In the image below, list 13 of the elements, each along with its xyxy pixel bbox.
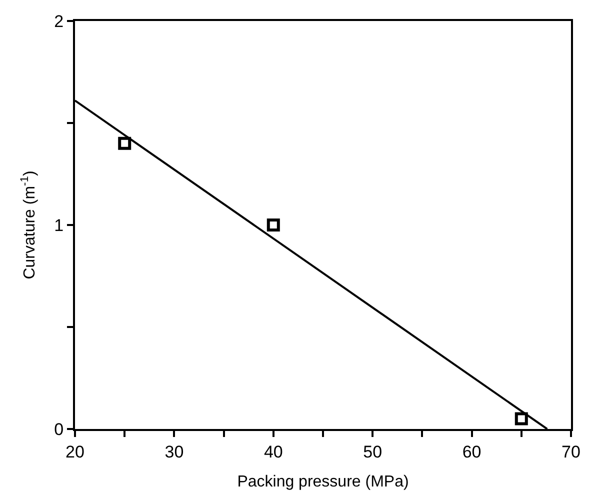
y-tick-label: 1 bbox=[54, 216, 64, 235]
x-tick-label: 30 bbox=[164, 442, 184, 462]
point bbox=[118, 136, 132, 150]
point bbox=[266, 218, 280, 232]
point bbox=[514, 412, 528, 426]
x-tick-label: 20 bbox=[66, 442, 84, 462]
x-tick-label: 40 bbox=[264, 442, 283, 462]
y-tick-label: 2 bbox=[54, 12, 64, 31]
x-axis-title: Packing pressure (MPa) bbox=[237, 474, 409, 491]
y-tick-label: 0 bbox=[54, 420, 64, 439]
x-tick-label: 50 bbox=[363, 442, 382, 462]
x-tick-label: 70 bbox=[562, 442, 580, 462]
x-tick-label: 60 bbox=[462, 442, 482, 462]
